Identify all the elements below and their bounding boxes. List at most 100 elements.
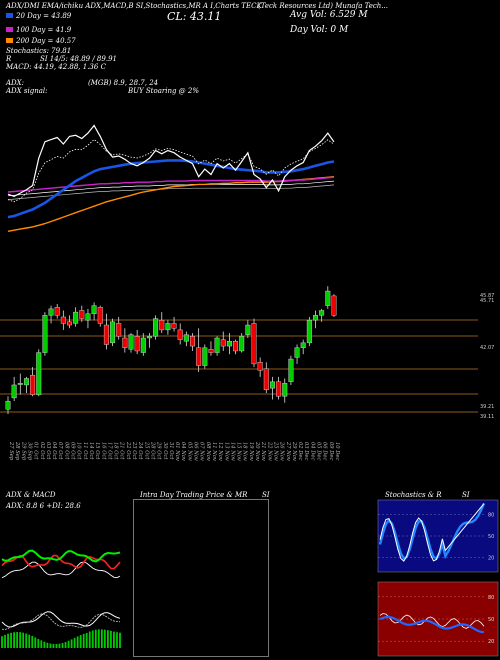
- bear-candle: [171, 323, 177, 329]
- bear-candle: [208, 349, 214, 353]
- adx-values: (MGB) 8.9, 28.7, 24: [88, 79, 159, 87]
- bull-candle: [110, 321, 116, 344]
- si-level-label: 80: [488, 595, 494, 601]
- r-label: R: [6, 55, 12, 63]
- date-tick-label: 18 Oct: [113, 442, 119, 460]
- date-tick-label: 14 Oct: [88, 442, 94, 460]
- ema200-swatch: [6, 38, 13, 43]
- date-tick-label: 20 Nov: [254, 441, 260, 461]
- ema100-swatch: [6, 27, 13, 32]
- date-tick-label: 24 Oct: [137, 441, 143, 460]
- adx-panel-values: ADX: 8.8 6 +DI: 28.6: [6, 502, 81, 510]
- bull-candle: [226, 341, 232, 347]
- date-tick-label: 13 Nov: [223, 442, 229, 461]
- bull-candle: [282, 383, 288, 397]
- bull-candle: [5, 400, 11, 410]
- ema200-value: 200 Day = 40.57: [6, 37, 76, 45]
- date-tick-label: 31 Oct: [168, 442, 174, 460]
- bear-candle: [263, 368, 269, 391]
- price-tick-label: 45.71: [480, 298, 494, 304]
- date-tick-label: 07 Nov: [199, 442, 205, 461]
- bull-candle: [300, 342, 306, 348]
- date-tick-label: 04 Oct: [51, 442, 57, 460]
- bear-candle: [122, 337, 128, 348]
- date-tick-label: 22 Nov: [266, 441, 272, 461]
- bear-candle: [54, 307, 60, 316]
- bear-candle: [30, 375, 36, 395]
- intraday-title: Intra Day Trading Price & MR: [140, 491, 248, 499]
- si-value: SI 14/5: 48.89 / 89.91: [40, 55, 117, 63]
- adx-signal-label: ADX signal:: [6, 87, 48, 95]
- si-blue-line: [379, 615, 485, 634]
- si-level-label: 50: [488, 617, 494, 623]
- date-tick-label: 03 Dec: [303, 442, 309, 460]
- date-tick-label: 04 Nov: [180, 442, 186, 461]
- date-tick-label: 30 Oct: [162, 442, 168, 460]
- date-tick-label: 28 Sep: [14, 441, 20, 461]
- date-tick-label: 11 Nov: [211, 442, 217, 461]
- date-tick-label: 12 Nov: [217, 442, 223, 461]
- date-tick-label: 02 Oct: [39, 442, 45, 460]
- bear-candle: [60, 316, 66, 324]
- date-tick-label: 27 Nov: [285, 441, 291, 461]
- ema20-swatch: [6, 13, 13, 18]
- bear-candle: [189, 336, 195, 347]
- date-tick-label: 14 Nov: [229, 442, 235, 461]
- date-tick-label: 23 Oct: [131, 441, 137, 460]
- price-close-line: [7, 124, 335, 198]
- stochastics-d-line: [378, 503, 486, 561]
- intraday-panel: [133, 499, 269, 657]
- date-tick-label: 07 Oct: [57, 442, 63, 460]
- date-tick-label: 06 Dec: [322, 442, 328, 460]
- bear-candle: [116, 323, 122, 337]
- bull-candle: [269, 381, 275, 389]
- date-tick-label: 06 Nov: [193, 442, 199, 461]
- stochastics-area: [377, 499, 499, 573]
- ema20-value: 20 Day = 43.89: [6, 12, 71, 20]
- date-tick-label: 10 Dec: [334, 442, 340, 460]
- bull-candle: [85, 313, 91, 321]
- date-tick-label: 16 Oct: [100, 442, 106, 460]
- adx-label: ADX:: [6, 79, 25, 87]
- bull-candle: [91, 305, 97, 314]
- bear-candle: [134, 336, 140, 352]
- bull-candle: [11, 384, 17, 399]
- stochastics-k-line: [379, 503, 485, 562]
- date-tick-label: 02 Dec: [297, 442, 303, 460]
- bear-candle: [220, 339, 226, 347]
- bear-candle: [177, 329, 183, 340]
- date-tick-label: 05 Dec: [316, 442, 322, 460]
- intraday-si-label: SI: [262, 491, 270, 499]
- stochastics-si-label: SI: [462, 491, 470, 499]
- bull-candle: [36, 352, 42, 395]
- bull-candle: [165, 323, 171, 331]
- bull-candle: [153, 318, 159, 337]
- date-tick-label: 17 Oct: [106, 442, 112, 460]
- stochastics-title: Stochastics & R: [385, 491, 442, 499]
- bear-candle: [103, 324, 109, 345]
- bear-candle: [276, 381, 282, 397]
- date-tick-label: 09 Oct: [70, 442, 76, 460]
- bull-candle: [73, 311, 79, 324]
- date-tick-label: 29 Sep: [20, 441, 26, 461]
- date-tick-label: 18 Nov: [242, 442, 248, 461]
- ema100-value: 100 Day = 41.9: [6, 26, 71, 34]
- date-tick-label: 11 Oct: [82, 442, 88, 460]
- si-white-line: [379, 613, 485, 629]
- bull-candle: [319, 310, 325, 316]
- stochastics-level-label: 20: [488, 556, 494, 562]
- bear-candle: [331, 295, 337, 316]
- dotted-signal-line: [7, 138, 335, 203]
- bull-candle: [288, 358, 294, 382]
- bear-candle: [251, 323, 257, 365]
- ema100-line: [7, 176, 335, 193]
- adx-macd-title: ADX & MACD: [6, 491, 56, 499]
- bull-candle: [183, 334, 189, 342]
- price-tick-label: 39.21: [480, 404, 494, 410]
- price-tick-label: 42.07: [480, 345, 494, 351]
- bull-candle: [128, 334, 134, 350]
- ema20-label: 20 Day = 43.89: [16, 12, 72, 20]
- bull-candle: [306, 319, 312, 344]
- macd-value: MACD: 44.19, 42.88, 1.36 C: [6, 63, 106, 71]
